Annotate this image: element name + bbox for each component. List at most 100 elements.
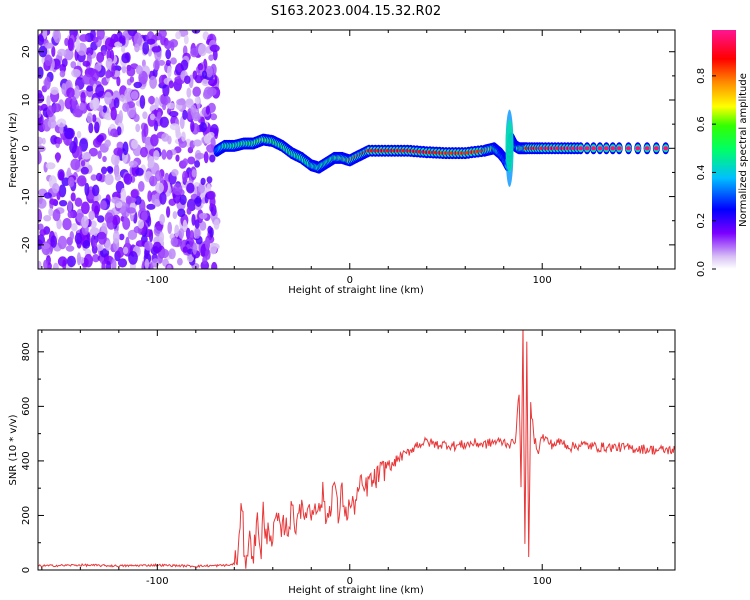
noise-blob (165, 49, 172, 60)
noise-blob (151, 46, 162, 53)
noise-blob (206, 176, 213, 184)
noise-blob (182, 246, 188, 253)
colorbar-tick-label: 0.6 (696, 116, 707, 132)
noise-blob (194, 219, 200, 229)
noise-blob (131, 139, 139, 150)
noise-blob (195, 196, 202, 207)
noise-blob (44, 54, 53, 67)
noise-blob (198, 212, 208, 220)
noise-blob (93, 97, 100, 110)
noise-blob (190, 47, 199, 58)
noise-blob (44, 42, 54, 49)
noise-blob (69, 231, 75, 241)
noise-blob (62, 218, 72, 231)
noise-blob (113, 147, 123, 156)
noise-blob (110, 153, 120, 166)
noise-blob (197, 63, 204, 71)
noise-blob (153, 59, 160, 71)
noise-blob (183, 35, 189, 45)
noise-blob (70, 192, 76, 202)
noise-blob (76, 145, 83, 160)
noise-blob (42, 30, 48, 40)
noise-blob (187, 156, 196, 165)
noise-blob (83, 253, 93, 268)
noise-blob (85, 47, 94, 56)
noise-blob (133, 32, 143, 47)
noise-blob (79, 34, 89, 42)
noise-blob (43, 259, 49, 269)
noise-blob (38, 145, 46, 153)
snr-panel: -100 0 100 0 200 400 600 800 Height of straigh… (8, 329, 676, 596)
noise-blob (186, 182, 195, 194)
colorbar-tick-label: 0.8 (696, 68, 707, 84)
noise-blob (159, 116, 169, 128)
noise-blob (143, 123, 149, 137)
noise-blob (94, 121, 100, 134)
y-tick-label: 400 (21, 451, 32, 470)
noise-blob (199, 221, 207, 231)
noise-blob (67, 176, 75, 188)
noise-blob (211, 261, 218, 269)
noise-blob (57, 48, 67, 57)
noise-blob (105, 240, 112, 251)
noise-blob (104, 173, 114, 186)
noise-blob (92, 184, 100, 197)
noise-blob (191, 111, 201, 122)
noise-blob (110, 106, 117, 121)
noise-blob (112, 214, 121, 226)
y-axis-title: Frequency (Hz) (8, 112, 19, 188)
noise-blob (65, 245, 75, 252)
noise-blob (175, 31, 182, 40)
noise-blob (198, 183, 205, 194)
x-axis-title: Height of straight line (km) (288, 585, 424, 596)
noise-blob (101, 166, 107, 175)
noise-blob (159, 248, 169, 259)
noise-blob (59, 70, 66, 78)
noise-blob (38, 150, 41, 164)
colorbar-label: Normalized spectral amplitude (738, 73, 749, 227)
noise-blob (156, 111, 162, 120)
noise-blob (139, 95, 146, 109)
noise-blob (192, 242, 197, 255)
noise-blob (120, 187, 127, 202)
noise-blob (52, 103, 62, 113)
noise-blob (166, 264, 172, 269)
noise-blob (107, 166, 114, 174)
noise-blob (88, 122, 94, 134)
y-tick-label: 0 (21, 567, 32, 573)
noise-blob (135, 65, 143, 75)
noise-blob (154, 32, 163, 41)
noise-blob (71, 68, 81, 78)
colorbar-tick-label: 0.0 (696, 261, 707, 277)
noise-blob (190, 120, 195, 133)
noise-blob (39, 229, 47, 236)
noise-blob (130, 189, 139, 198)
noise-blob (138, 70, 148, 85)
noise-blob (95, 84, 105, 98)
noise-blob (195, 152, 205, 160)
noise-blob (114, 174, 121, 181)
noise-blob (153, 150, 160, 161)
noise-blob (134, 195, 142, 205)
noise-blob (166, 102, 176, 110)
noise-blob (138, 181, 145, 192)
chart-title: S163.2023.004.15.32.R02 (271, 4, 441, 19)
noise-blob (96, 51, 105, 63)
noise-blob (88, 210, 95, 221)
noise-blob (103, 255, 114, 265)
noise-blob (126, 207, 136, 214)
noise-blob (92, 114, 97, 123)
noise-blob (175, 130, 182, 139)
noise-blob (206, 144, 216, 153)
noise-blob (91, 69, 100, 82)
noise-blob (201, 70, 207, 79)
noise-blob (92, 36, 99, 43)
noise-blob (144, 258, 150, 269)
noise-blob (46, 105, 55, 118)
noise-blob (134, 43, 140, 53)
y-axis-title: SNR (10 * v/v) (8, 414, 19, 485)
noise-blob (92, 239, 97, 249)
noise-blob (147, 156, 155, 168)
noise-blob (38, 109, 42, 119)
noise-blob (84, 182, 90, 197)
